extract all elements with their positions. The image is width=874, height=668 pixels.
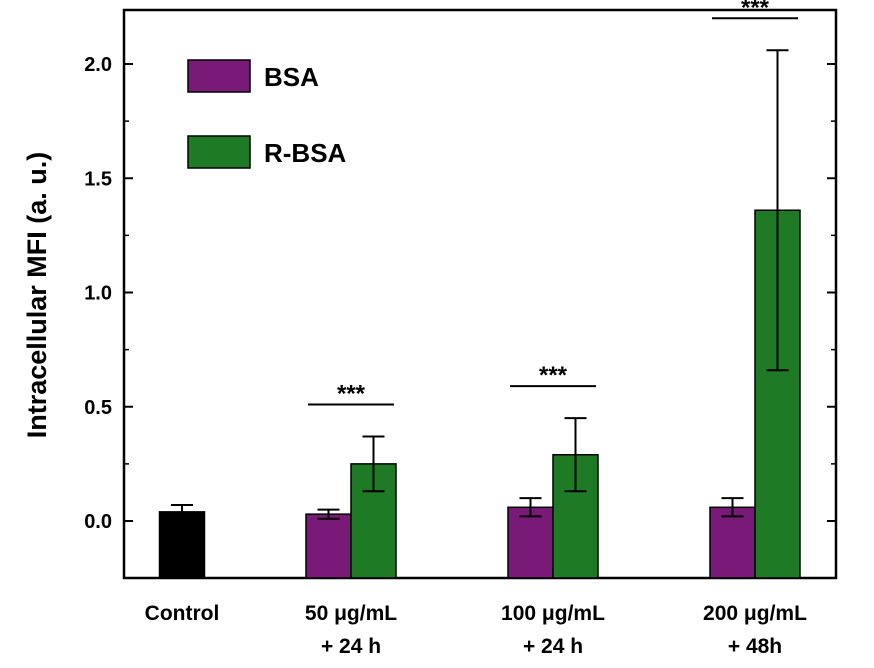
bar-control [158, 511, 206, 579]
x-category-label: + 24 h [523, 635, 583, 658]
significance-label: *** [337, 380, 366, 407]
y-tick-label: 1.0 [84, 283, 112, 305]
y-tick-label: 2.0 [84, 54, 112, 76]
x-category-label: Control [145, 602, 220, 625]
y-tick-label: 1.5 [84, 168, 112, 190]
legend: BSA R-BSA [187, 59, 347, 169]
bar-bsa-2 [507, 506, 554, 579]
y-tick-label: 0.0 [84, 511, 112, 533]
x-category-label: 50 μg/mL [305, 602, 397, 625]
legend-label: R-BSA [264, 138, 347, 168]
plot-area: 0.0 0.5 1.0 1.5 2.0 *** *** *** Control 50 μg/mL +… [84, 0, 838, 658]
x-category-label: + 24 h [321, 635, 381, 658]
x-category-label: + 48h [728, 635, 782, 658]
y-axis-title: Intracellular MFI (a. u.) [22, 152, 52, 439]
legend-label: BSA [264, 62, 319, 92]
legend-swatch [187, 59, 251, 93]
significance-label: *** [539, 362, 568, 389]
axes-frame [122, 8, 838, 580]
y-tick-label: 0.5 [84, 397, 112, 419]
x-category-label: 200 μg/mL [703, 602, 807, 625]
legend-swatch [187, 135, 251, 169]
significance-label: *** [741, 0, 770, 21]
bar-bsa-1 [305, 513, 352, 579]
bar-bsa-3 [709, 506, 756, 579]
x-category-label: 100 μg/mL [501, 602, 605, 625]
